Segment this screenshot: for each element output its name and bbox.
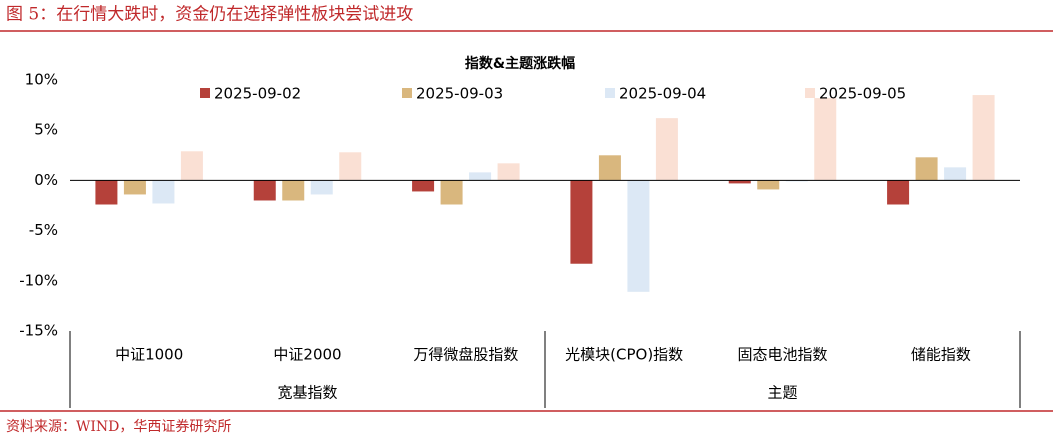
- bar: [915, 157, 938, 181]
- legend-swatch: [402, 88, 412, 98]
- bar: [728, 180, 751, 184]
- legend-label: 2025-09-05: [819, 85, 906, 103]
- legend-swatch: [200, 88, 210, 98]
- bar: [180, 151, 203, 181]
- bar: [972, 95, 995, 181]
- bar: [95, 180, 118, 205]
- x-tick-label: 中证2000: [273, 346, 341, 364]
- y-tick-label: 5%: [34, 121, 58, 139]
- bar: [253, 180, 276, 201]
- legend-swatch: [805, 88, 815, 98]
- legend-label: 2025-09-02: [214, 85, 301, 103]
- bar: [814, 98, 837, 181]
- bar: [887, 180, 910, 205]
- x-tick-label: 中证1000: [115, 346, 183, 364]
- y-tick-label: 0%: [34, 171, 58, 189]
- header-title: 图 5：在行情大跌时，资金仍在选择弹性板块尝试进攻: [6, 5, 413, 25]
- x-tick-label: 光模块(CPO)指数: [565, 346, 683, 364]
- bar: [944, 167, 967, 181]
- x-tick-label: 固态电池指数: [737, 346, 827, 364]
- bar: [785, 180, 808, 182]
- bar: [339, 152, 362, 181]
- bar: [282, 180, 305, 201]
- y-tick-label: -5%: [29, 221, 58, 239]
- bar: [469, 172, 492, 181]
- bar: [412, 180, 435, 192]
- legend-swatch: [605, 88, 615, 98]
- group-label: 宽基指数: [277, 384, 337, 402]
- bar: [440, 180, 463, 205]
- y-tick-label: -15%: [19, 322, 58, 340]
- bar: [152, 180, 175, 204]
- bar: [598, 155, 621, 181]
- legend-label: 2025-09-03: [416, 85, 503, 103]
- x-tick-label: 万得微盘股指数: [413, 346, 518, 364]
- legend-label: 2025-09-04: [619, 85, 706, 103]
- bar: [570, 180, 593, 264]
- chart-title: 指数&主题涨跌幅: [465, 55, 575, 72]
- footer-source: 资料来源：WIND，华西证券研究所: [6, 419, 231, 435]
- bar: [123, 180, 146, 195]
- y-tick-label: 10%: [25, 71, 58, 89]
- y-tick-label: -10%: [19, 271, 58, 289]
- bar: [310, 180, 333, 195]
- group-label: 主题: [767, 384, 797, 402]
- bar: [655, 118, 678, 181]
- bar: [627, 180, 650, 292]
- x-tick-label: 储能指数: [911, 346, 971, 364]
- bar: [757, 180, 780, 190]
- bar: [497, 163, 520, 181]
